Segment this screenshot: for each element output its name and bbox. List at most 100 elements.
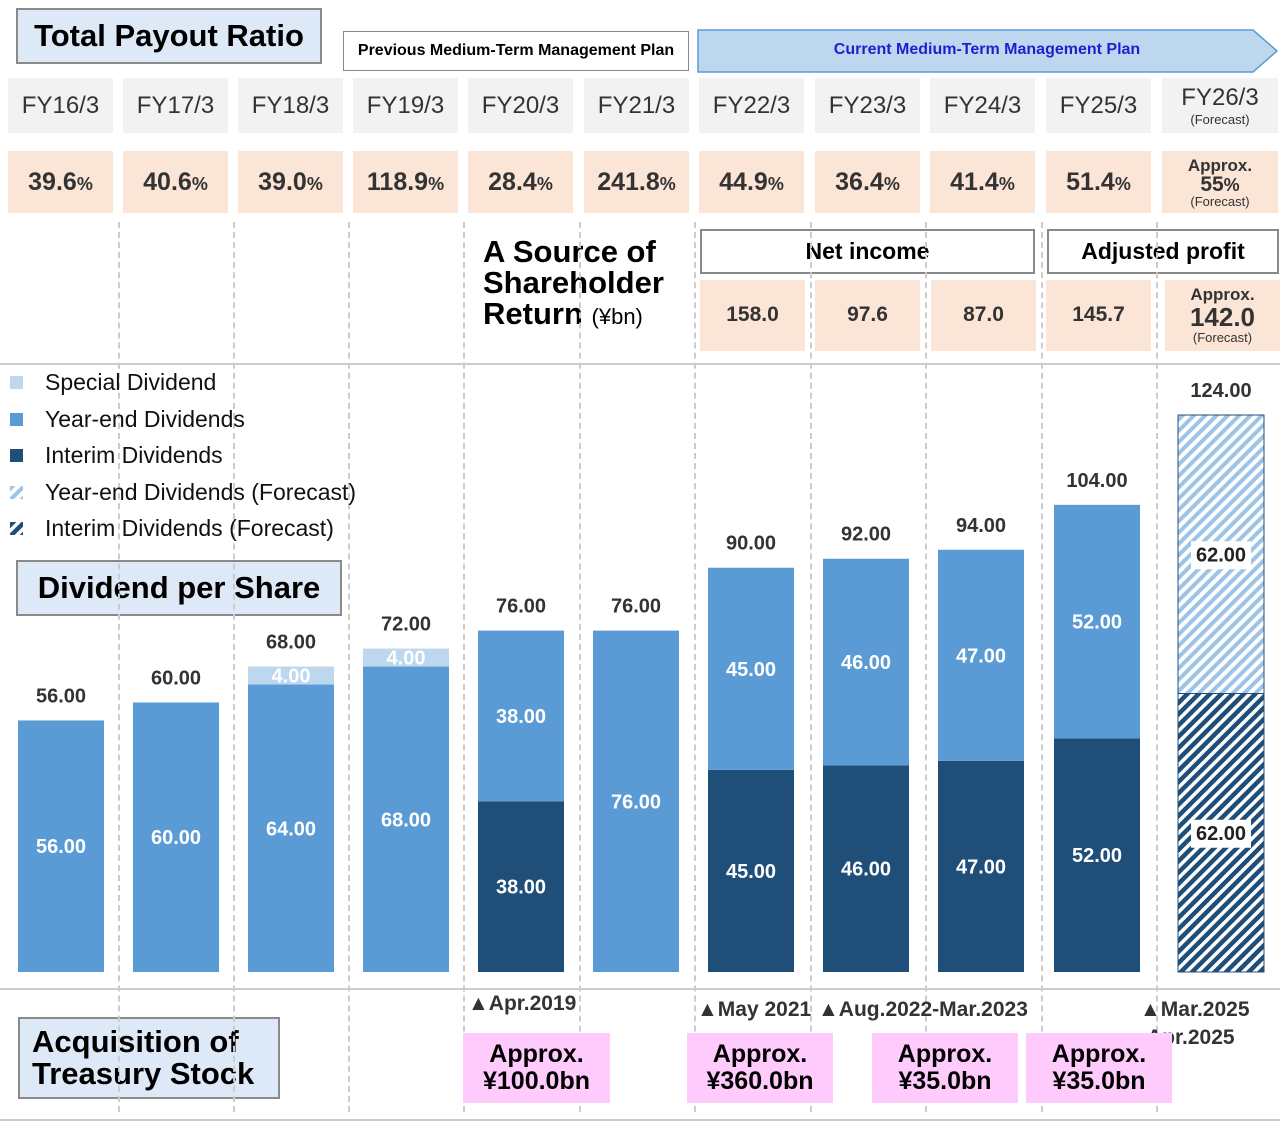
ratio-number: 39.0 xyxy=(258,167,307,196)
ratio-number: 51.4 xyxy=(1066,167,1115,196)
approx-label: Approx. xyxy=(1190,285,1255,305)
ratio-number: 41.4 xyxy=(950,167,999,196)
current-plan-arrow xyxy=(697,29,1279,73)
net-income-header: Net income xyxy=(700,229,1035,274)
fiscal-year-header: FY16/3 xyxy=(8,78,113,133)
profit-value: 87.0 xyxy=(963,303,1004,327)
payout-ratio-cell: 51.4% xyxy=(1046,151,1151,213)
fy-label: FY26/3 xyxy=(1181,84,1259,111)
segment-label: 45.00 xyxy=(726,861,776,883)
payout-ratio-cell: 39.6% xyxy=(8,151,113,213)
acquisition-date: ▲Aug.2022-Mar.2023 xyxy=(818,998,1028,1021)
segment-label: 47.00 xyxy=(956,645,1006,667)
bar-special xyxy=(248,666,334,685)
segment-label: 62.00 xyxy=(1196,544,1246,566)
payout-ratio-cell: 28.4% xyxy=(468,151,573,213)
segment-label: 52.00 xyxy=(1072,612,1122,634)
payout-value: 44.9% xyxy=(719,167,784,196)
fy-label: FY25/3 xyxy=(1059,91,1138,119)
legend-item: Year-end Dividends xyxy=(10,406,245,433)
profit-value: 145.7 xyxy=(1072,303,1125,327)
segment-label: 4.00 xyxy=(272,666,311,688)
ratio-number: 241.8 xyxy=(597,167,660,196)
percent-unit: % xyxy=(659,173,676,194)
percent-unit: % xyxy=(998,173,1015,194)
ratio-number: 44.9 xyxy=(719,167,768,196)
profit-value: 142.0 xyxy=(1189,301,1256,332)
percent-unit: % xyxy=(883,173,900,194)
bar-year-end xyxy=(478,630,564,802)
bar-special xyxy=(363,648,449,667)
bar-year-end xyxy=(823,558,909,766)
acquisition-amount-box: Approx. ¥360.0bn xyxy=(687,1033,833,1103)
bar-interim xyxy=(823,765,909,972)
fy-label: FY16/3 xyxy=(21,91,100,119)
column-divider xyxy=(925,222,927,1112)
fy-label: FY22/3 xyxy=(712,91,791,119)
total-label: 124.00 xyxy=(1190,380,1251,402)
segment-label: 56.00 xyxy=(36,836,86,858)
ratio-number: 39.6 xyxy=(28,167,77,196)
ratio-number: 36.4 xyxy=(835,167,884,196)
profit-cell: 97.6 xyxy=(815,280,920,351)
bar-interim xyxy=(938,760,1024,972)
legend-item: Interim Dividends xyxy=(10,442,223,469)
payout-ratio-cell: Approx. 55% (Forecast) xyxy=(1162,151,1278,213)
legend-swatch xyxy=(10,522,23,535)
column-divider xyxy=(579,222,581,1112)
segment-label: 47.00 xyxy=(956,856,1006,878)
fiscal-year-header: FY26/3 (Forecast) xyxy=(1162,78,1278,133)
bar-year-end xyxy=(18,720,104,972)
payout-value: 41.4% xyxy=(950,167,1015,196)
legend-swatch xyxy=(10,449,23,462)
payout-value: 55% xyxy=(1200,174,1239,195)
segment-label: 60.00 xyxy=(151,827,201,849)
current-plan-label: Current Medium-Term Management Plan xyxy=(833,41,1141,58)
acq-title: Acquisition of Treasury Stock xyxy=(18,1017,280,1099)
legend-swatch xyxy=(10,485,23,499)
legend-item: Year-end Dividends (Forecast) xyxy=(10,479,356,506)
total-label: 72.00 xyxy=(381,614,431,636)
bar-year-end xyxy=(1054,504,1140,739)
acquisition-amount: ¥100.0bn xyxy=(482,1067,590,1095)
fiscal-year-header: FY18/3 xyxy=(238,78,343,133)
forecast-note: (Forecast) xyxy=(1190,193,1250,209)
percent-unit: % xyxy=(76,173,93,194)
payout-value: 40.6% xyxy=(143,169,208,195)
percent-unit: % xyxy=(1114,173,1131,194)
segment-label: 76.00 xyxy=(611,791,661,813)
column-divider xyxy=(1156,222,1158,1112)
segment-label: 4.00 xyxy=(387,648,426,670)
bar-year-end xyxy=(593,630,679,972)
bar-year-end xyxy=(708,567,794,770)
column-divider xyxy=(1041,222,1043,1112)
segment-label: 45.00 xyxy=(726,659,776,681)
total-label: 56.00 xyxy=(36,685,86,707)
approx-label: Approx. xyxy=(1187,155,1253,175)
segment-label: 52.00 xyxy=(1072,845,1122,867)
column-divider xyxy=(810,222,812,1112)
profit-value: 97.6 xyxy=(847,303,888,327)
legend-label: Year-end Dividends (Forecast) xyxy=(45,478,357,505)
fiscal-year-header: FY19/3 xyxy=(353,78,458,133)
fiscal-year-header: FY24/3 xyxy=(930,78,1035,133)
acquisition-amount: ¥35.0bn xyxy=(898,1067,992,1095)
bar-year-end xyxy=(133,702,219,972)
adjusted-profit-header: Adjusted profit xyxy=(1047,229,1279,274)
percent-unit: % xyxy=(767,173,784,194)
fy-label: FY20/3 xyxy=(481,91,560,119)
legend-item: Special Dividend xyxy=(10,369,216,396)
column-divider xyxy=(118,222,120,1112)
profit-cell: 87.0 xyxy=(931,280,1036,351)
source-title: A Source of Shareholder Return (¥bn) xyxy=(483,234,664,331)
legend-label: Interim Dividends (Forecast) xyxy=(45,515,334,541)
percent-unit: % xyxy=(1223,174,1240,195)
label-bg xyxy=(1191,541,1251,570)
percent-unit: % xyxy=(191,173,208,194)
forecast-note: (Forecast) xyxy=(1192,330,1253,346)
payout-value: 39.0% xyxy=(258,167,323,196)
payout-ratio-cell: 39.0% xyxy=(238,151,343,213)
fy-label: FY19/3 xyxy=(366,91,445,119)
column-divider xyxy=(348,222,350,1112)
fy-label: FY18/3 xyxy=(251,91,330,119)
